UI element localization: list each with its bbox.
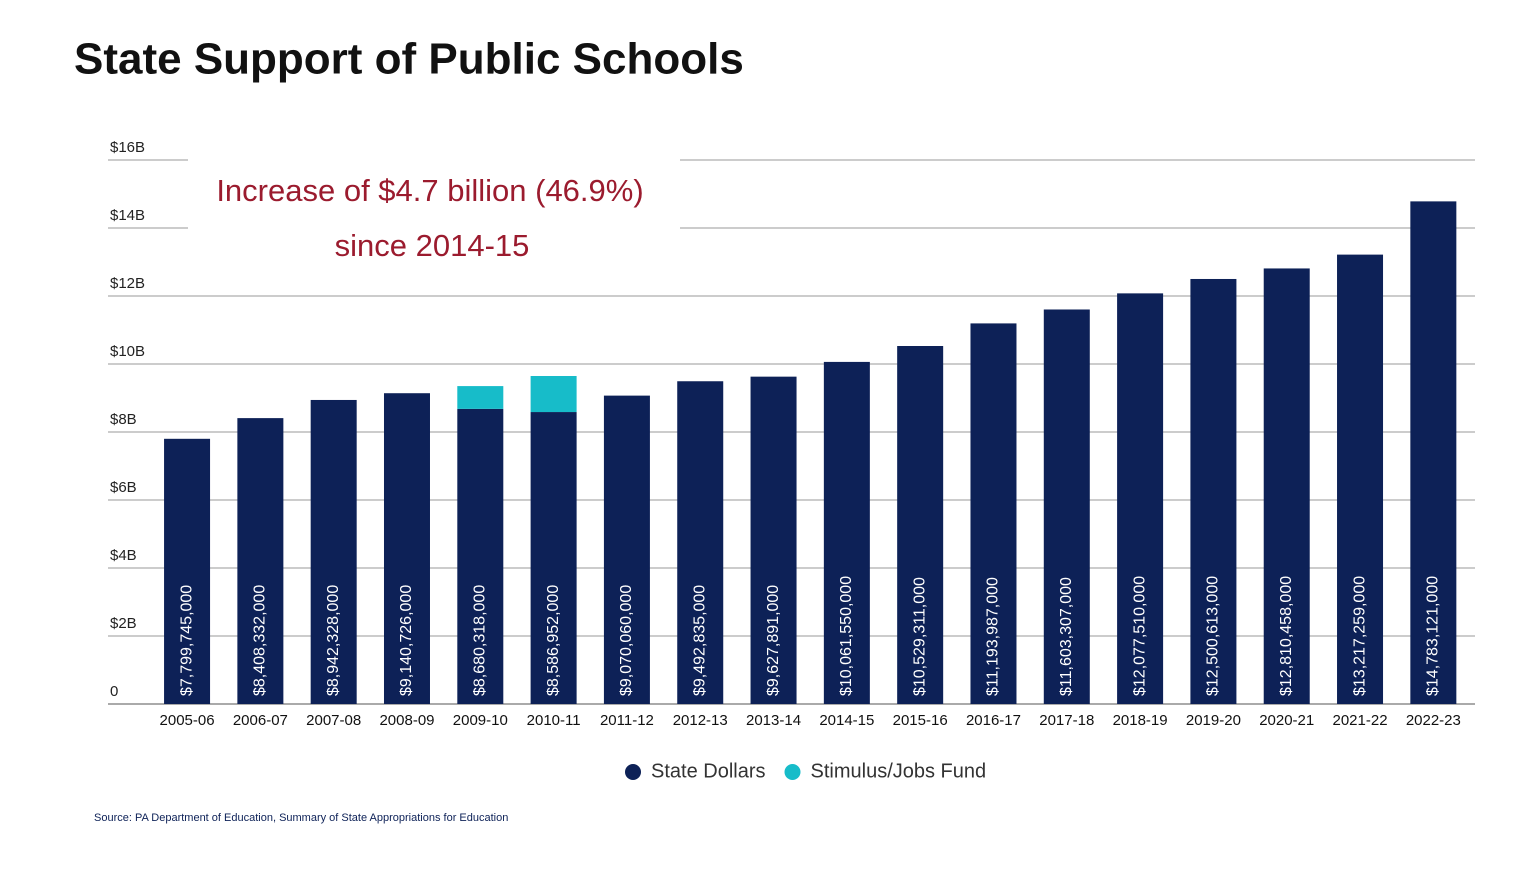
x-tick-label: 2016-17: [966, 712, 1021, 729]
x-tick-label: 2022-23: [1406, 712, 1461, 729]
y-tick-label: $14B: [110, 207, 145, 224]
x-tick-label: 2010-11: [527, 712, 581, 729]
bar-segment: [1263, 268, 1310, 704]
value-label: $14,783,121,000: [1425, 576, 1442, 696]
x-tick-label: 2019-20: [1186, 712, 1241, 729]
bar-segment: [970, 323, 1017, 704]
value-label: $10,529,311,000: [911, 577, 928, 696]
y-tick-label: $4B: [110, 547, 137, 564]
x-tick-label: 2012-13: [673, 712, 728, 729]
x-tick-label: 2008-09: [379, 712, 434, 729]
value-label: $7,799,745,000: [178, 585, 195, 696]
value-label: $9,070,060,000: [618, 585, 635, 696]
x-tick-label: 2009-10: [453, 712, 508, 729]
annotation: Increase of $4.7 billion (46.9%): [216, 173, 643, 208]
source: Source: PA Department of Education, Summ…: [94, 812, 508, 824]
value-label: $12,077,510,000: [1131, 576, 1148, 696]
legend-label: State Dollars: [651, 760, 766, 782]
x-tick-label: 2018-19: [1113, 712, 1168, 729]
bar-segment: [383, 393, 430, 704]
bar-segment: [603, 395, 650, 704]
bar-segment: [677, 381, 724, 704]
y-tick-label: $12B: [110, 275, 145, 292]
bar-segment: [1337, 254, 1384, 704]
value-label: $11,193,987,000: [985, 577, 1002, 696]
bar-segment: [530, 376, 577, 413]
bar-segment: [897, 346, 944, 704]
value-label: $9,492,835,000: [691, 585, 708, 696]
x-tick-label: 2005-06: [160, 712, 215, 729]
y-tick-label: $6B: [110, 479, 137, 496]
value-label: $12,500,613,000: [1205, 576, 1222, 696]
legend-marker: [784, 764, 801, 780]
bar-segment: [750, 376, 797, 704]
value-label: $11,603,307,000: [1058, 577, 1075, 696]
value-label: $8,586,952,000: [545, 585, 562, 696]
x-tick-label: 2007-08: [306, 712, 361, 729]
bar-segment: [457, 386, 504, 409]
annotation: since 2014-15: [335, 228, 530, 263]
x-tick-label: 2006-07: [233, 712, 288, 729]
value-label: $8,680,318,000: [472, 585, 489, 696]
value-label: $9,627,891,000: [765, 585, 782, 696]
legend-marker: [625, 764, 641, 780]
y-tick-label: $16B: [110, 139, 145, 156]
value-label: $8,942,328,000: [325, 585, 342, 696]
x-tick-label: 2013-14: [746, 712, 801, 729]
bar-segment: [237, 418, 284, 704]
bar-segment: [1190, 278, 1237, 704]
bar-segment: [310, 399, 357, 704]
x-tick-label: 2015-16: [893, 712, 948, 729]
bar-segment: [823, 361, 870, 704]
x-tick-label: 2021-22: [1333, 712, 1388, 729]
y-tick-label: $2B: [110, 615, 137, 632]
x-tick-label: 2011-12: [600, 712, 654, 729]
legend-label: Stimulus/Jobs Fund: [811, 760, 987, 782]
value-label: $13,217,259,000: [1351, 576, 1368, 696]
bar-segment: [1410, 201, 1457, 704]
y-tick-label: 0: [110, 683, 118, 700]
bar-segment: [457, 408, 504, 704]
chart-title: State Support of Public Schools: [74, 35, 744, 84]
x-tick-label: 2014-15: [819, 712, 874, 729]
y-tick-label: $8B: [110, 411, 137, 428]
value-label: $10,061,550,000: [838, 576, 855, 696]
x-tick-label: 2017-18: [1039, 712, 1094, 729]
value-label: $9,140,726,000: [398, 585, 415, 696]
bar-segment: [1043, 309, 1090, 704]
value-label: $8,408,332,000: [252, 585, 269, 696]
annotation-bg: [188, 150, 680, 280]
value-label: $12,810,458,000: [1278, 576, 1295, 696]
y-tick-label: $10B: [110, 343, 145, 360]
bar-segment: [164, 438, 211, 704]
bar-segment: [530, 412, 577, 704]
x-tick-label: 2020-21: [1259, 712, 1314, 729]
bar-segment: [1117, 293, 1164, 704]
